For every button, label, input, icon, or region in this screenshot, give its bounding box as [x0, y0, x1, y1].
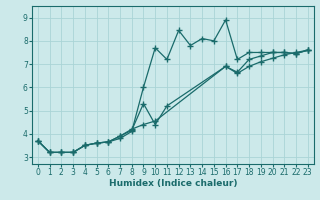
- X-axis label: Humidex (Indice chaleur): Humidex (Indice chaleur): [108, 179, 237, 188]
